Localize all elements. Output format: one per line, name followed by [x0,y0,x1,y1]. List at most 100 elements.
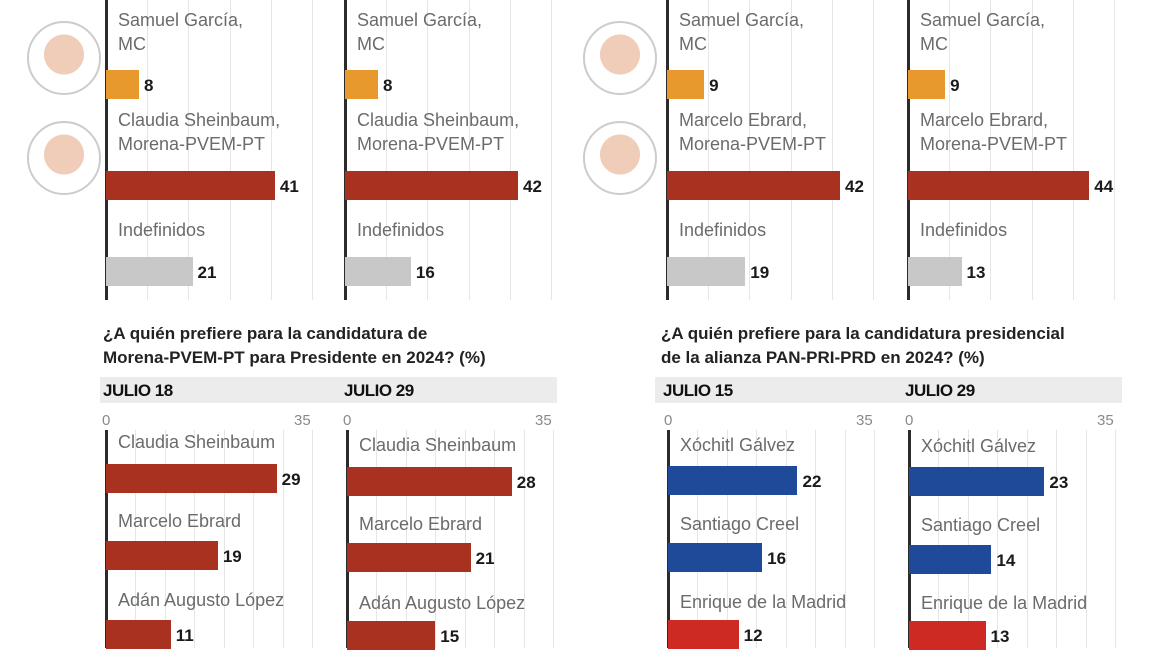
data-label: 14 [996,551,1016,570]
panel-date: JULIO 18 [103,381,173,400]
gridline [435,430,437,648]
gridline [135,430,137,648]
bar [345,70,378,99]
gridline [831,0,833,300]
category-label: Samuel García, MC [920,10,1046,54]
gridline [1114,0,1115,300]
x-tick-label: 0 [905,412,914,429]
gridline [464,430,466,648]
data-label: 12 [743,626,763,645]
axis-line [344,0,347,300]
gridline [188,0,190,300]
bar [909,545,992,574]
bar [106,257,193,286]
data-label: 9 [709,76,719,95]
data-label: 11 [175,626,194,645]
gridline [815,430,817,648]
bar [908,257,962,286]
x-tick-label: 35 [294,412,311,429]
gridline [494,430,496,648]
bar [667,171,841,200]
panel-date: JULIO 29 [344,381,414,400]
gridline [551,0,552,300]
data-label: 41 [279,177,299,196]
x-tick-label: 0 [102,412,111,429]
gridline [523,430,525,648]
question-morena: ¿A quién prefiere para la candidatura de… [103,324,486,367]
gridline [147,0,149,300]
candidate-photo [27,21,101,95]
gridline [949,0,951,300]
category-label: Indefinidos [679,220,767,240]
gridline [405,430,407,648]
gridline [194,430,196,648]
bar [345,257,411,286]
data-label: 15 [440,627,460,646]
gridline [270,0,272,300]
gridline [873,0,874,300]
gridline [1085,430,1087,648]
category-label: Indefinidos [920,220,1008,240]
gridline [282,430,284,648]
category-label: Claudia Sheinbaum [118,432,276,452]
category-label: Enrique de la Madrid [921,593,1088,613]
bar [106,171,275,200]
axis-line [105,430,108,648]
data-label: 21 [197,263,217,282]
category-label: Enrique de la Madrid [680,592,847,612]
bar [106,70,139,99]
bar [347,467,512,496]
data-label: 9 [950,76,960,95]
bar [347,543,471,572]
category-label: Indefinidos [357,220,445,240]
data-label: 29 [281,470,301,489]
category-label: Adán Augusto López [118,590,285,610]
axis-line [346,430,349,648]
category-label: Indefinidos [118,220,206,240]
gridline [376,430,378,648]
gridline [253,430,255,648]
category-label: Claudia Sheinbaum [359,435,517,455]
x-tick-label: 35 [856,412,873,429]
category-label: Samuel García, MC [118,10,244,54]
bar [667,70,705,99]
category-label: Xóchitl Gálvez [921,436,1037,456]
gridline [967,430,969,648]
candidate-photo [27,121,101,195]
category-label: Samuel García, MC [679,10,805,54]
data-label: 19 [222,547,242,566]
x-tick-label: 35 [535,412,552,429]
x-tick-label: 0 [664,412,673,429]
x-tick-label: 0 [343,412,352,429]
axis-line [105,0,108,300]
category-label: Xóchitl Gálvez [680,435,796,455]
gridline [790,0,792,300]
gridline [990,0,992,300]
x-tick-label: 35 [1097,412,1114,429]
bar [106,620,171,649]
axis-line [666,0,669,300]
bar [668,543,763,572]
gridline [229,0,231,300]
category-label: Claudia Sheinbaum, Morena-PVEM-PT [357,110,520,154]
gridline [553,430,554,648]
gridline [726,430,728,648]
data-label: 22 [802,472,822,491]
panel-date: JULIO 29 [905,381,975,400]
data-label: 42 [523,177,542,196]
category-label: Marcelo Ebrard [359,514,483,534]
data-label: 42 [845,177,864,196]
gridline [468,0,470,300]
candidate-photo [583,21,657,95]
data-label: 21 [475,549,495,568]
data-label: 13 [990,627,1010,646]
gridline [1072,0,1074,300]
gridline [938,430,940,648]
question-alianza: ¿A quién prefiere para la candidatura pr… [661,324,1065,367]
bar [908,171,1090,200]
axis-line [907,0,910,300]
data-label: 28 [516,473,536,492]
bar [668,466,798,495]
data-label: 16 [415,263,435,282]
category-label: Samuel García, MC [357,10,483,54]
